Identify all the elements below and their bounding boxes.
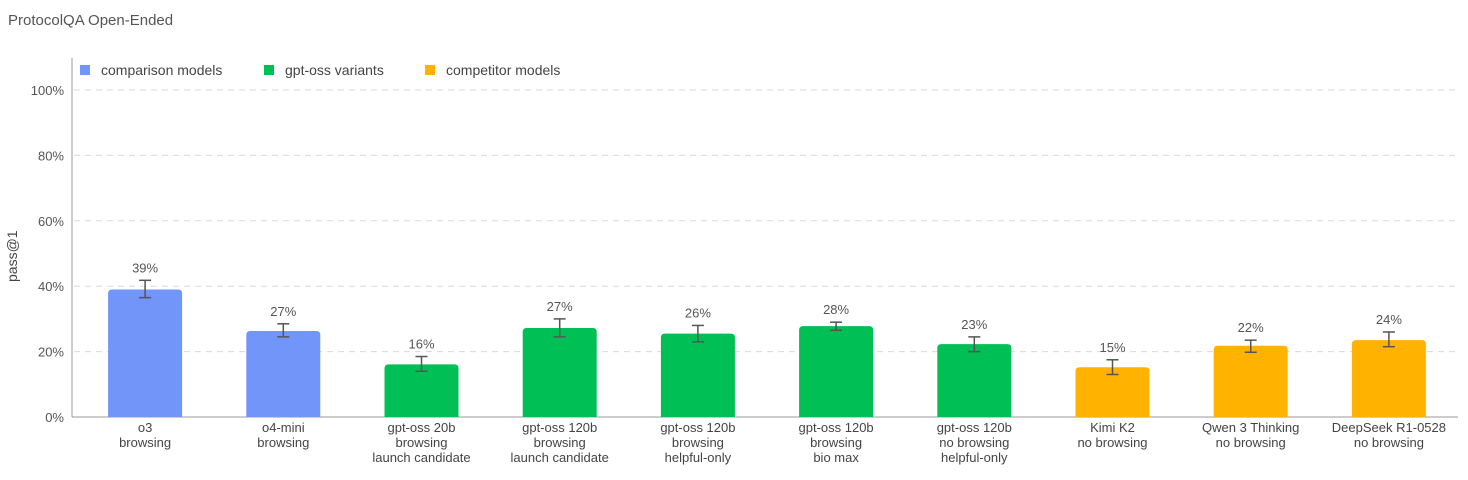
legend-swatch xyxy=(80,65,90,75)
x-tick-label: o3 xyxy=(138,420,152,435)
y-tick-label: 80% xyxy=(38,148,64,163)
x-tick-label: launch candidate xyxy=(372,450,470,465)
x-tick-label: gpt-oss 120b xyxy=(937,420,1012,435)
x-tick-label: Kimi K2 xyxy=(1090,420,1135,435)
x-tick-label: o4-mini xyxy=(262,420,305,435)
data-label: 23% xyxy=(961,317,987,332)
data-label: 22% xyxy=(1238,320,1264,335)
bar[interactable] xyxy=(937,344,1012,417)
data-label: 27% xyxy=(270,304,296,319)
legend-swatch xyxy=(264,65,274,75)
chart-title: ProtocolQA Open-Ended xyxy=(8,12,174,29)
x-tick-label: gpt-oss 120b xyxy=(522,420,597,435)
bar[interactable] xyxy=(660,333,735,417)
y-tick-label: 20% xyxy=(38,345,64,360)
x-tick-label: browsing xyxy=(395,435,447,450)
data-label: 15% xyxy=(1099,340,1125,355)
x-tick-label: browsing xyxy=(257,435,309,450)
x-tick-label: browsing xyxy=(119,435,171,450)
data-label: 16% xyxy=(408,337,434,352)
legend-entry[interactable]: gpt-oss variants xyxy=(285,62,384,78)
x-tick-label: launch candidate xyxy=(511,450,609,465)
bar[interactable] xyxy=(799,326,874,417)
x-tick-label: no browsing xyxy=(1354,435,1424,450)
x-tick-label: bio max xyxy=(813,450,859,465)
x-tick-label: no browsing xyxy=(1077,435,1147,450)
x-tick-label: helpful-only xyxy=(941,450,1008,465)
x-tick-label: browsing xyxy=(810,435,862,450)
bar[interactable] xyxy=(1213,345,1288,417)
bar[interactable] xyxy=(1075,367,1150,417)
x-tick-label: browsing xyxy=(672,435,724,450)
y-tick-label: 40% xyxy=(38,279,64,294)
x-tick-label: no browsing xyxy=(1216,435,1286,450)
bar[interactable] xyxy=(246,330,321,417)
x-tick-label: no browsing xyxy=(939,435,1009,450)
data-label: 28% xyxy=(823,302,849,317)
bar[interactable] xyxy=(522,328,597,417)
y-tick-label: 100% xyxy=(31,83,65,98)
bar[interactable] xyxy=(384,364,459,417)
y-tick-label: 60% xyxy=(38,214,64,229)
legend-entry[interactable]: competitor models xyxy=(446,62,560,78)
bar[interactable] xyxy=(108,289,183,417)
bar[interactable] xyxy=(1351,340,1426,417)
x-tick-label: browsing xyxy=(534,435,586,450)
x-tick-label: gpt-oss 20b xyxy=(388,420,456,435)
data-label: 39% xyxy=(132,260,158,275)
x-tick-label: helpful-only xyxy=(665,450,732,465)
data-label: 24% xyxy=(1376,312,1402,327)
x-tick-label: Qwen 3 Thinking xyxy=(1202,420,1299,435)
x-tick-label: gpt-oss 120b xyxy=(799,420,874,435)
x-tick-label: gpt-oss 120b xyxy=(660,420,735,435)
legend-entry[interactable]: comparison models xyxy=(101,62,222,78)
y-tick-label: 0% xyxy=(45,410,64,425)
data-label: 27% xyxy=(547,299,573,314)
data-label: 26% xyxy=(685,305,711,320)
x-tick-label: DeepSeek R1-0528 xyxy=(1332,420,1446,435)
legend-swatch xyxy=(425,65,435,75)
